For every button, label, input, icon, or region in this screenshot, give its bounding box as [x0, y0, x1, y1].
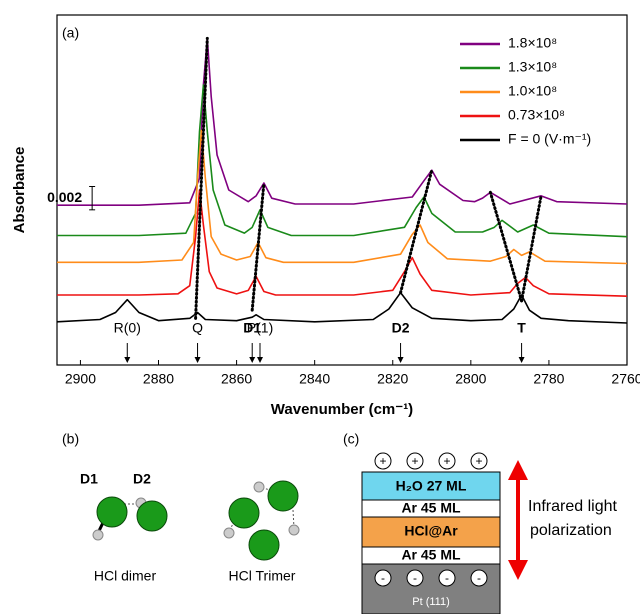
layer-label: Ar 45 ML [401, 547, 461, 563]
guide-line [250, 181, 266, 312]
series-line [57, 129, 628, 265]
caption: HCl dimer [94, 568, 157, 584]
arrow-label: Infrared light [528, 498, 617, 515]
layer-label: HCl@Ar [404, 523, 458, 539]
legend-label: 0.73×10⁸ [508, 107, 565, 123]
charge-sign: - [381, 571, 385, 585]
arrow-head [508, 560, 528, 580]
annotation-arrowhead [249, 357, 256, 363]
charge [470, 452, 488, 470]
annotation-arrowhead [397, 357, 404, 363]
charge [470, 569, 488, 587]
x-tick-label: 2780 [533, 371, 564, 387]
charge [374, 452, 392, 470]
arrow-label: polarization [530, 522, 612, 539]
annotation-label: T [517, 320, 526, 336]
molecule-label: D1 [80, 471, 98, 487]
annotation-arrowhead [124, 357, 131, 363]
scale-bar-label: 0.002 [47, 189, 82, 205]
cl-atom [248, 529, 280, 561]
annotation-label: P(1) [247, 320, 273, 336]
x-tick-label: 2900 [65, 371, 96, 387]
layer [361, 471, 501, 501]
charge [438, 569, 456, 587]
charges: + + + + - - - - [374, 452, 488, 587]
annotation-label: Q [192, 320, 203, 336]
series-line [57, 189, 628, 297]
h-atom [223, 527, 235, 539]
annotation-label: D2 [392, 320, 410, 336]
layer [361, 516, 501, 548]
h-bond [292, 509, 295, 529]
charge [374, 569, 392, 587]
x-tick-label: 2760 [611, 371, 640, 387]
charge-sign: + [443, 454, 450, 468]
legend-label: 1.0×10⁸ [508, 83, 557, 99]
x-axis-label: Wavenumber (cm⁻¹) [271, 401, 413, 418]
annotation-label: D1 [243, 320, 261, 336]
h-atom [288, 524, 300, 536]
charge-sign: - [413, 571, 417, 585]
layer-label: Ar 45 ML [401, 500, 461, 516]
h-atom [92, 529, 104, 541]
x-tick-label: 2880 [143, 371, 174, 387]
charge-sign: + [411, 454, 418, 468]
charge-sign: + [475, 454, 482, 468]
panel-c: (c) H₂O 27 ML Ar 45 ML HCl@Ar Ar 45 ML P… [343, 431, 617, 614]
charge-sign: - [477, 571, 481, 585]
charge [406, 452, 424, 470]
charge-sign: - [445, 571, 449, 585]
panel-label: (b) [62, 431, 79, 447]
plot-frame [56, 14, 628, 366]
guide-line [399, 168, 434, 295]
x-tick-label: 2800 [455, 371, 486, 387]
panel-label: (c) [343, 431, 359, 447]
charge [406, 569, 424, 587]
cl-atom [267, 480, 299, 512]
arrow-head [508, 460, 528, 480]
legend-label: 1.3×10⁸ [508, 59, 557, 75]
panel-label: (a) [62, 25, 79, 41]
h-atom [253, 481, 265, 493]
series-line [56, 291, 628, 324]
caption: HCl Trimer [229, 568, 296, 584]
cl-atom [96, 496, 128, 528]
x-tick-label: 2820 [377, 371, 408, 387]
charge [438, 452, 456, 470]
guide-line [520, 194, 543, 303]
legend-label: 1.8×10⁸ [508, 35, 557, 51]
charge-sign: + [379, 454, 386, 468]
guide-line [488, 190, 524, 303]
x-tick-label: 2840 [299, 371, 330, 387]
y-axis-label: Absorbance [11, 147, 28, 234]
annotation-arrowhead [257, 357, 264, 363]
cl-atom [228, 497, 260, 529]
substrate-label: Pt (111) [412, 596, 450, 608]
guide-line [194, 36, 209, 320]
annotation-arrowhead [194, 357, 201, 363]
molecule-label: D2 [133, 471, 151, 487]
annotation-label: R(0) [114, 320, 141, 336]
legend-label: F = 0 (V·m⁻¹) [508, 131, 591, 147]
panel-b: (b) D1 D2 HCl dimer HCl Trimer [62, 431, 300, 584]
cl-atom [136, 500, 168, 532]
annotation-arrowhead [518, 357, 525, 363]
layer-label: H₂O 27 ML [396, 478, 467, 494]
x-tick-label: 2860 [221, 371, 252, 387]
